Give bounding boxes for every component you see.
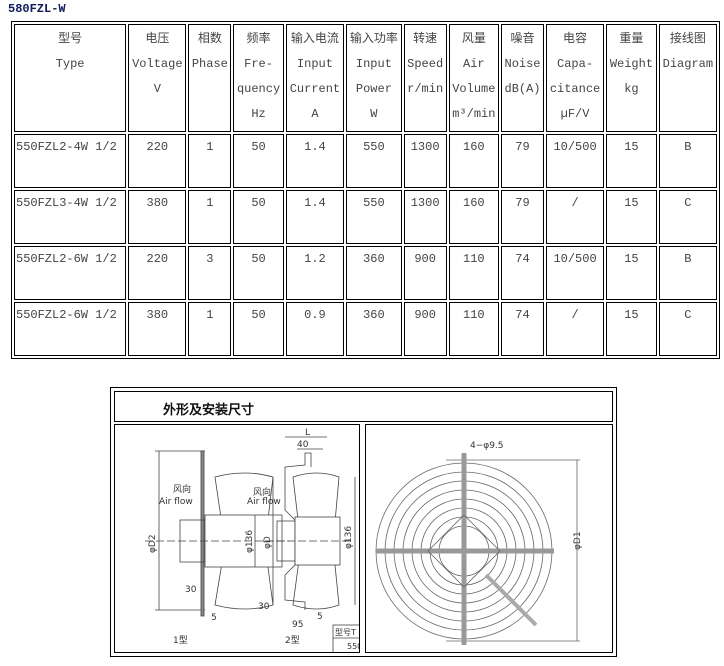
column-header: 风量 Air Volume m³/min (448, 24, 500, 132)
column-header: 接线图 Diagram (658, 24, 717, 132)
column-header: 重量 Weight kg (606, 24, 657, 132)
table-cell: 1 (188, 302, 232, 356)
table-row: 550FZL2-6W 1/2 380 1 50 0.9 360 900 110 74/15 C (14, 302, 717, 356)
table-cell: 900 (403, 302, 447, 356)
table-cell: C (658, 302, 717, 356)
header-row: 型号 Type 电压 Voltage V 相数 Phase 频率 Fre-quency Hz 输入电… (14, 24, 717, 132)
table-cell: 1300 (403, 190, 447, 244)
table-cell: 10/500 (545, 134, 605, 188)
svg-text:40: 40 (297, 440, 309, 450)
table-cell: 79 (501, 134, 544, 188)
table-cell: 3 (188, 246, 232, 300)
table-cell: 160 (448, 190, 500, 244)
column-header: 电压 Voltage V (128, 24, 187, 132)
table-cell: 550FZL2-6W 1/2 (14, 302, 127, 356)
front-view-panel: 4−φ9.5 φD1 (365, 424, 613, 653)
column-header: 相数 Phase (188, 24, 232, 132)
table-cell: 79 (501, 190, 544, 244)
table-cell: 1 (188, 134, 232, 188)
table-cell: 380 (128, 302, 187, 356)
table-cell: 15 (606, 134, 657, 188)
table-cell: 74 (501, 302, 544, 356)
table-cell: / (545, 302, 605, 356)
table-cell: 50 (233, 190, 284, 244)
table-cell: 550FZL2-6W 1/2 (14, 246, 127, 300)
column-header: 输入电流 Input Current A (285, 24, 345, 132)
table-row: 550FZL2-6W 1/2 220 3 50 1.2 360 900 110 74 10/500… (14, 246, 717, 300)
column-header: 型号 Type (14, 24, 127, 132)
side-view-panel: φD2 φD φ136 风向 Air flow 30 5 1型 L 40 φ13… (114, 424, 360, 653)
table-cell: 50 (233, 134, 284, 188)
svg-text:5: 5 (211, 613, 217, 623)
table-cell: 110 (448, 302, 500, 356)
table-cell: 220 (128, 246, 187, 300)
table-cell: 110 (448, 246, 500, 300)
svg-text:30: 30 (185, 585, 197, 595)
table-cell: 15 (606, 302, 657, 356)
table-cell: 10/500 (545, 246, 605, 300)
table-row: 550FZL2-4W 1/2 220 1 50 1.4 550 1300 160 79 10/50… (14, 134, 717, 188)
svg-text:Air flow: Air flow (247, 497, 281, 507)
holes-label: 4−φ9.5 (470, 441, 504, 451)
svg-text:Air flow: Air flow (159, 497, 193, 507)
type2-label: 2型 (285, 635, 300, 646)
table-cell: C (658, 190, 717, 244)
column-header: 噪音 Noise dB(A) (501, 24, 544, 132)
table-cell: 50 (233, 302, 284, 356)
table-cell: 360 (346, 246, 402, 300)
table-cell: 1.4 (285, 190, 345, 244)
svg-text:φ136: φ136 (344, 526, 354, 549)
svg-text:L: L (305, 428, 310, 438)
dimension-drawing: 外形及安装尺寸 φD2 φD φ136 风向 Air flow 30 5 1型 … (110, 387, 617, 657)
svg-text:5: 5 (317, 612, 323, 622)
svg-text:风向: 风向 (253, 486, 271, 498)
table-cell: 550 (346, 134, 402, 188)
table-cell: 1300 (403, 134, 447, 188)
table-cell: 380 (128, 190, 187, 244)
d2-label: φD2 (148, 534, 158, 553)
table-cell: 50 (233, 246, 284, 300)
table-cell: 900 (403, 246, 447, 300)
table-cell: 550 (346, 190, 402, 244)
table-cell: 1.2 (285, 246, 345, 300)
table-cell: 550FZL3-4W 1/2 (14, 190, 127, 244)
table-cell: B (658, 246, 717, 300)
d-label: φD (263, 536, 273, 549)
table-cell: 220 (128, 134, 187, 188)
spec-table: 型号 Type 电压 Voltage V 相数 Phase 频率 Fre-quency Hz 输入电… (11, 21, 720, 359)
column-header: 频率 Fre-quency Hz (233, 24, 284, 132)
table-cell: 1.4 (285, 134, 345, 188)
table-cell: 15 (606, 246, 657, 300)
table-cell: 160 (448, 134, 500, 188)
d1-label: φD1 (573, 531, 583, 550)
svg-text:95: 95 (292, 620, 303, 630)
svg-text:型号T: 型号T (335, 628, 356, 637)
table-row: 550FZL3-4W 1/2 380 1 50 1.4 550 1300 160 79/15 C (14, 190, 717, 244)
d136-label: φ136 (245, 530, 255, 553)
svg-text:30: 30 (258, 602, 270, 612)
page-title: 580FZL-W (8, 2, 66, 16)
table-cell: 1 (188, 190, 232, 244)
svg-text:风向: 风向 (173, 483, 191, 495)
type1-label: 1型 (173, 635, 188, 646)
table-cell: 74 (501, 246, 544, 300)
column-header: 电容 Capa-citance µF/V (545, 24, 605, 132)
column-header: 转速 Speed r/min (403, 24, 447, 132)
table-cell: 360 (346, 302, 402, 356)
table-cell: 15 (606, 190, 657, 244)
column-header: 输入功率 Input Power W (346, 24, 402, 132)
table-cell: / (545, 190, 605, 244)
table-cell: 0.9 (285, 302, 345, 356)
table-cell: B (658, 134, 717, 188)
drawing-title: 外形及安装尺寸 (114, 391, 613, 422)
table-cell: 550FZL2-4W 1/2 (14, 134, 127, 188)
svg-text:550: 550 (347, 642, 359, 651)
